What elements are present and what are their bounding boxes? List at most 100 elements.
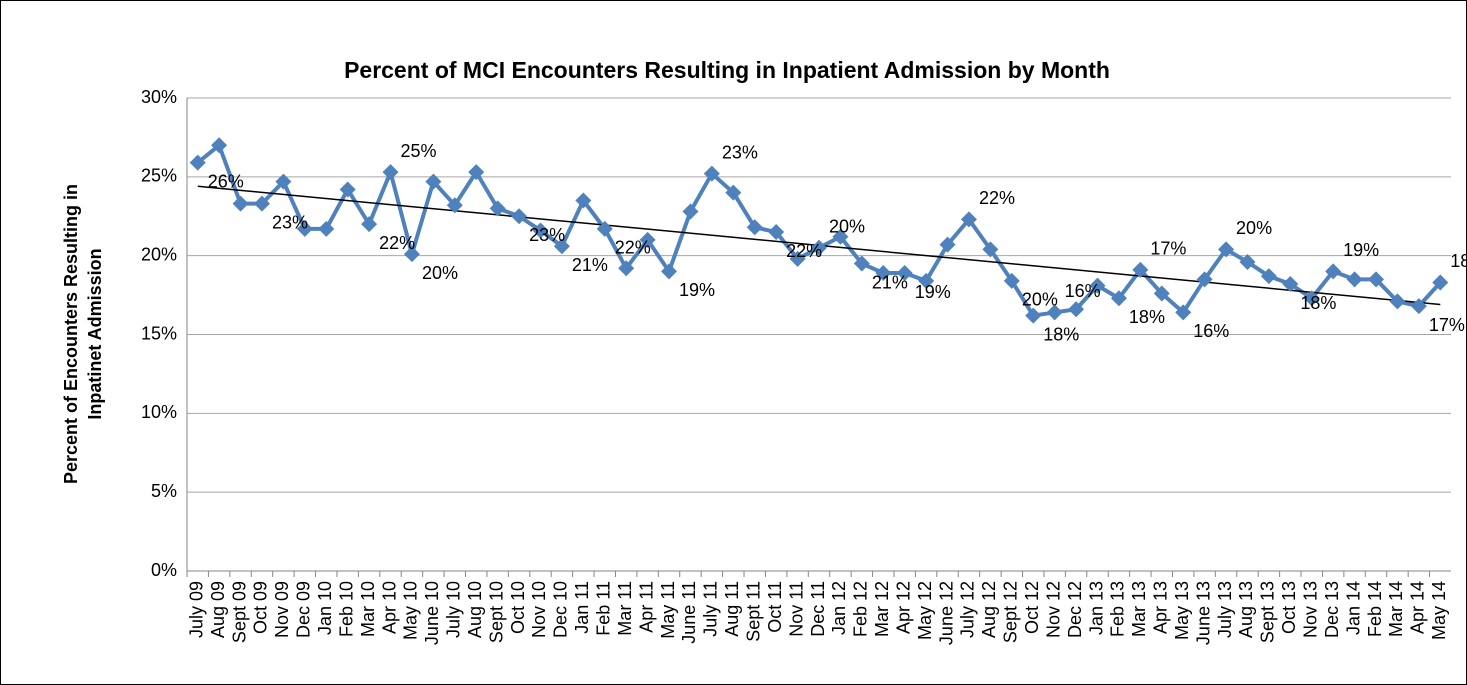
y-axis-title: Inpatinet Admission [85,248,105,419]
marker [682,203,699,220]
marker [553,238,570,255]
marker [1432,274,1449,291]
marker [1389,293,1406,310]
marker [1153,285,1170,302]
y-tick-label: 25% [141,166,177,186]
x-tick-label: Nov 09 [272,581,292,638]
x-tick-label: Nov 13 [1300,581,1320,638]
marker [789,250,806,267]
x-tick-label: Dec 10 [551,581,571,638]
marker [1025,307,1042,324]
data-label: 18% [1043,324,1079,344]
marker [1089,277,1106,294]
marker [1303,290,1320,307]
marker [725,184,742,201]
marker [446,197,463,214]
data-label: 16% [1193,321,1229,341]
data-label: 23% [272,212,308,232]
data-label: 20% [1236,218,1272,238]
marker [1110,290,1127,307]
marker [318,220,335,237]
marker [1175,304,1192,321]
marker [703,165,720,182]
data-label: 21% [872,272,908,292]
x-tick-label: Oct 10 [508,581,528,634]
y-tick-label: 20% [141,244,177,264]
marker [189,154,206,171]
marker [339,181,356,198]
x-tick-label: Sept 11 [743,581,763,642]
marker [811,239,827,256]
marker [960,211,977,228]
y-tick-label: 0% [151,560,177,580]
x-tick-label: Dec 13 [1322,581,1342,638]
x-tick-label: Sept 12 [1001,581,1021,643]
x-tick-label: Aug 12 [979,581,999,638]
data-label: 20% [422,263,458,283]
x-tick-label: July 09 [186,581,206,638]
x-tick-label: Oct 13 [1279,581,1299,634]
data-label: 17% [1429,315,1465,335]
marker [211,137,228,154]
data-label: 17% [1150,239,1186,259]
data-label: 23% [529,225,565,245]
x-tick-label: Nov 12 [1043,581,1063,638]
marker [575,192,592,209]
x-tick-label: May 11 [658,581,678,639]
x-tick-label: July 13 [1215,581,1235,638]
x-tick-label: Dec 12 [1065,581,1085,638]
data-label: 25% [401,141,437,161]
x-tick-label: June 13 [1193,581,1213,645]
x-tick-label: Feb 11 [594,581,614,636]
x-tick-label: Jan 13 [1086,581,1106,635]
x-tick-label: Jan 14 [1343,581,1363,635]
marker [382,164,399,181]
marker [746,219,763,236]
y-tick-label: 5% [151,481,177,501]
x-tick-label: Dec 09 [294,581,314,638]
marker [939,236,956,253]
x-tick-label: Feb 13 [1108,581,1128,637]
x-tick-label: Jan 11 [572,581,592,634]
data-label: 18% [1129,307,1165,327]
marker [618,260,635,277]
x-tick-label: May 13 [1172,581,1192,640]
marker [425,173,442,190]
x-tick-label: Oct 11 [765,581,785,633]
x-tick-label: Sept 13 [1258,581,1278,643]
x-tick-label: Aug 09 [208,581,228,638]
x-tick-label: Feb 12 [851,581,871,637]
data-label: 19% [1343,240,1379,260]
x-tick-label: May 10 [401,581,421,640]
marker [253,195,270,212]
marker [511,208,528,225]
marker [275,173,292,190]
x-tick-label: Nov 10 [529,581,549,638]
y-tick-label: 15% [141,323,177,343]
x-tick-label: Aug 13 [1236,581,1256,638]
marker [1218,241,1235,258]
x-tick-label: June 10 [422,581,442,645]
data-label: 22% [979,188,1015,208]
x-tick-label: Sept 10 [486,581,506,643]
marker [918,272,935,289]
x-tick-label: Mar 12 [872,581,892,637]
marker [1239,253,1256,270]
x-tick-label: Oct 09 [251,581,271,634]
marker [1410,298,1427,315]
data-label: 22% [379,233,415,253]
marker [403,246,420,263]
data-label: 23% [722,142,758,162]
x-tick-label: May 12 [915,581,935,640]
marker [1003,272,1020,289]
marker [489,200,506,217]
x-tick-label: May 14 [1429,581,1449,640]
marker [468,164,485,181]
marker [1325,263,1342,280]
data-label: 19% [915,282,951,302]
marker [853,255,870,272]
x-tick-label: Apr 13 [1151,581,1171,634]
marker [596,220,613,237]
x-tick-label: Mar 13 [1129,581,1149,637]
